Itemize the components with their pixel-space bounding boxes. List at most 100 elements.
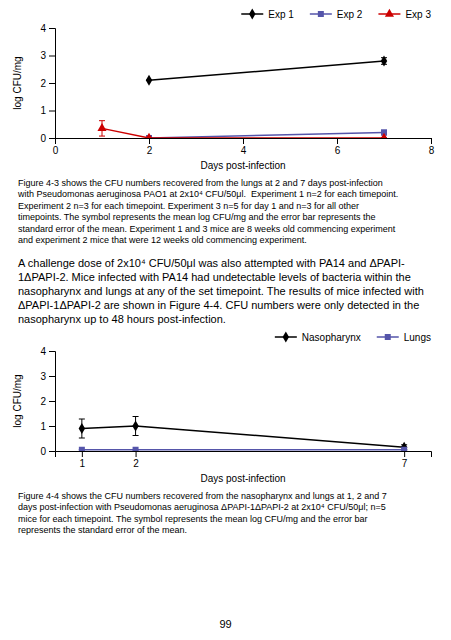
legend-label: Lungs	[404, 332, 431, 343]
series-line	[149, 61, 384, 80]
x-tick-label: 1	[80, 458, 86, 469]
y-tick: 2	[40, 396, 55, 407]
series-line	[102, 128, 384, 138]
x-tick-label: 7	[402, 458, 408, 469]
point	[133, 447, 139, 451]
legend-item: Lungs	[377, 332, 431, 343]
y-tick-mark	[49, 401, 55, 402]
y-tick-label: 1	[40, 421, 46, 432]
x-axis: 1 2 7	[56, 451, 432, 469]
page: 0 2 4 6 8 0 1 2 3 4 Days post-infection log CFU/mg E…	[0, 0, 451, 640]
point	[79, 447, 85, 451]
x-tick: 8	[429, 138, 435, 156]
y-tick-mark	[49, 138, 55, 139]
legend-item: Nasopharynx	[275, 331, 361, 342]
caption-line: Figure 4-4 shows the CFU numbers recover…	[18, 491, 387, 501]
paragraph-line: nasopharynx and lungs at any of the set …	[18, 285, 424, 297]
point	[379, 133, 388, 138]
y-tick-label: 1	[40, 105, 46, 116]
x-tick: 2	[147, 138, 153, 156]
paragraph-line: A challenge dose of 2x10⁴ CFU/50μl was a…	[18, 257, 405, 269]
y-tick-mark	[49, 28, 55, 29]
caption-line: Experiment 2 n=3 for each timepoint. Exp…	[18, 201, 359, 211]
x-axis-line	[56, 452, 432, 458]
legend: Nasopharynx Lungs	[275, 331, 431, 342]
legend-item: Exp 2	[310, 9, 363, 20]
y-axis-line	[49, 29, 56, 139]
x-tick-mark	[149, 138, 150, 144]
legend-label: Exp 2	[337, 9, 363, 20]
y-tick-label: 4	[40, 23, 46, 34]
paragraph-line: ΔPAPI-1ΔPAPI-2 are shown in Figure 4-4. …	[18, 299, 419, 311]
x-tick-label: 0	[53, 145, 59, 156]
legend-swatch-marker	[283, 331, 289, 342]
y-axis: 0 1 2 3 4	[40, 23, 55, 144]
x-axis-line	[56, 139, 432, 145]
series-line	[82, 449, 404, 451]
y-tick-mark	[49, 111, 55, 112]
x-tick-mark	[243, 138, 244, 144]
error-bar	[133, 417, 139, 436]
marks	[79, 417, 408, 452]
legend-label: Nasopharynx	[302, 332, 361, 343]
legend-item: Exp 1	[241, 8, 294, 19]
x-tick: 6	[335, 138, 341, 156]
x-tick-label: 4	[241, 145, 247, 156]
x-tick-mark	[431, 138, 432, 144]
page-number: 99	[219, 618, 231, 630]
paragraph-line: 1ΔPAPI-2. Mice infected with PA14 had un…	[18, 271, 411, 283]
legend-swatch-marker	[249, 8, 255, 19]
y-tick: 2	[40, 78, 55, 89]
y-tick: 4	[40, 346, 55, 357]
y-tick-label: 0	[40, 446, 46, 457]
y-tick-mark	[49, 376, 55, 377]
point	[79, 423, 85, 434]
y-tick-mark	[49, 351, 55, 352]
caption: Figure 4-4 shows the CFU numbers recover…	[18, 491, 387, 536]
legend-swatch-marker	[385, 9, 394, 17]
x-tick: 1	[80, 451, 86, 469]
error-bar	[79, 419, 85, 438]
point	[97, 123, 106, 131]
y-axis-title: log CFU/mg	[12, 56, 23, 109]
legend-item: Exp 3	[378, 9, 431, 20]
x-tick-label: 2	[133, 458, 139, 469]
x-tick: 0	[53, 138, 59, 156]
y-axis-title: log CFU/mg	[12, 374, 23, 427]
y-tick: 3	[40, 50, 55, 61]
y-tick-label: 2	[40, 396, 46, 407]
y-tick-mark	[49, 83, 55, 84]
point	[381, 55, 387, 66]
chart: 12701234Days post-infectionlog CFU/mg	[12, 346, 432, 484]
x-tick-mark	[82, 451, 83, 457]
point	[132, 420, 138, 431]
y-tick: 4	[40, 23, 55, 34]
paragraph-line: nasopharynx up to 48 hours post-infectio…	[18, 313, 226, 325]
x-tick-mark	[337, 138, 338, 144]
x-tick-label: 2	[147, 145, 153, 156]
series-line	[82, 426, 404, 447]
point	[144, 133, 153, 138]
x-tick-label: 8	[429, 145, 435, 156]
y-tick-label: 2	[40, 78, 46, 89]
y-tick: 1	[40, 421, 55, 432]
y-tick-mark	[49, 56, 55, 57]
legend-swatch-marker	[385, 334, 391, 340]
chart: 0 2 4 6 8 0 1 2 3 4 Days post-infection log CFU/mg	[12, 23, 435, 171]
caption-line: standard error of the mean. Experiment 1…	[18, 224, 396, 234]
y-tick-label: 3	[40, 50, 46, 61]
caption-line: days post-infection with Pseudomonas aer…	[18, 502, 386, 512]
caption-line: represents the standard error of the mea…	[18, 525, 187, 535]
x-axis: 0 2 4 6 8	[53, 138, 435, 156]
x-tick: 4	[241, 138, 247, 156]
paragraph: A challenge dose of 2x10⁴ CFU/50μl was a…	[18, 257, 424, 325]
x-axis-title: Days post-infection	[200, 160, 285, 171]
y-tick: 1	[40, 105, 55, 116]
point	[401, 447, 407, 451]
y-tick: 0	[40, 133, 55, 144]
y-tick-label: 4	[40, 346, 46, 357]
caption-line: with Pseudomonas aeruginosa PAO1 at 2x10…	[17, 189, 398, 199]
caption: Figure 4-3 shows the CFU numbers recover…	[17, 178, 398, 246]
legend-swatch-marker	[318, 11, 324, 17]
x-tick-mark	[404, 451, 405, 457]
